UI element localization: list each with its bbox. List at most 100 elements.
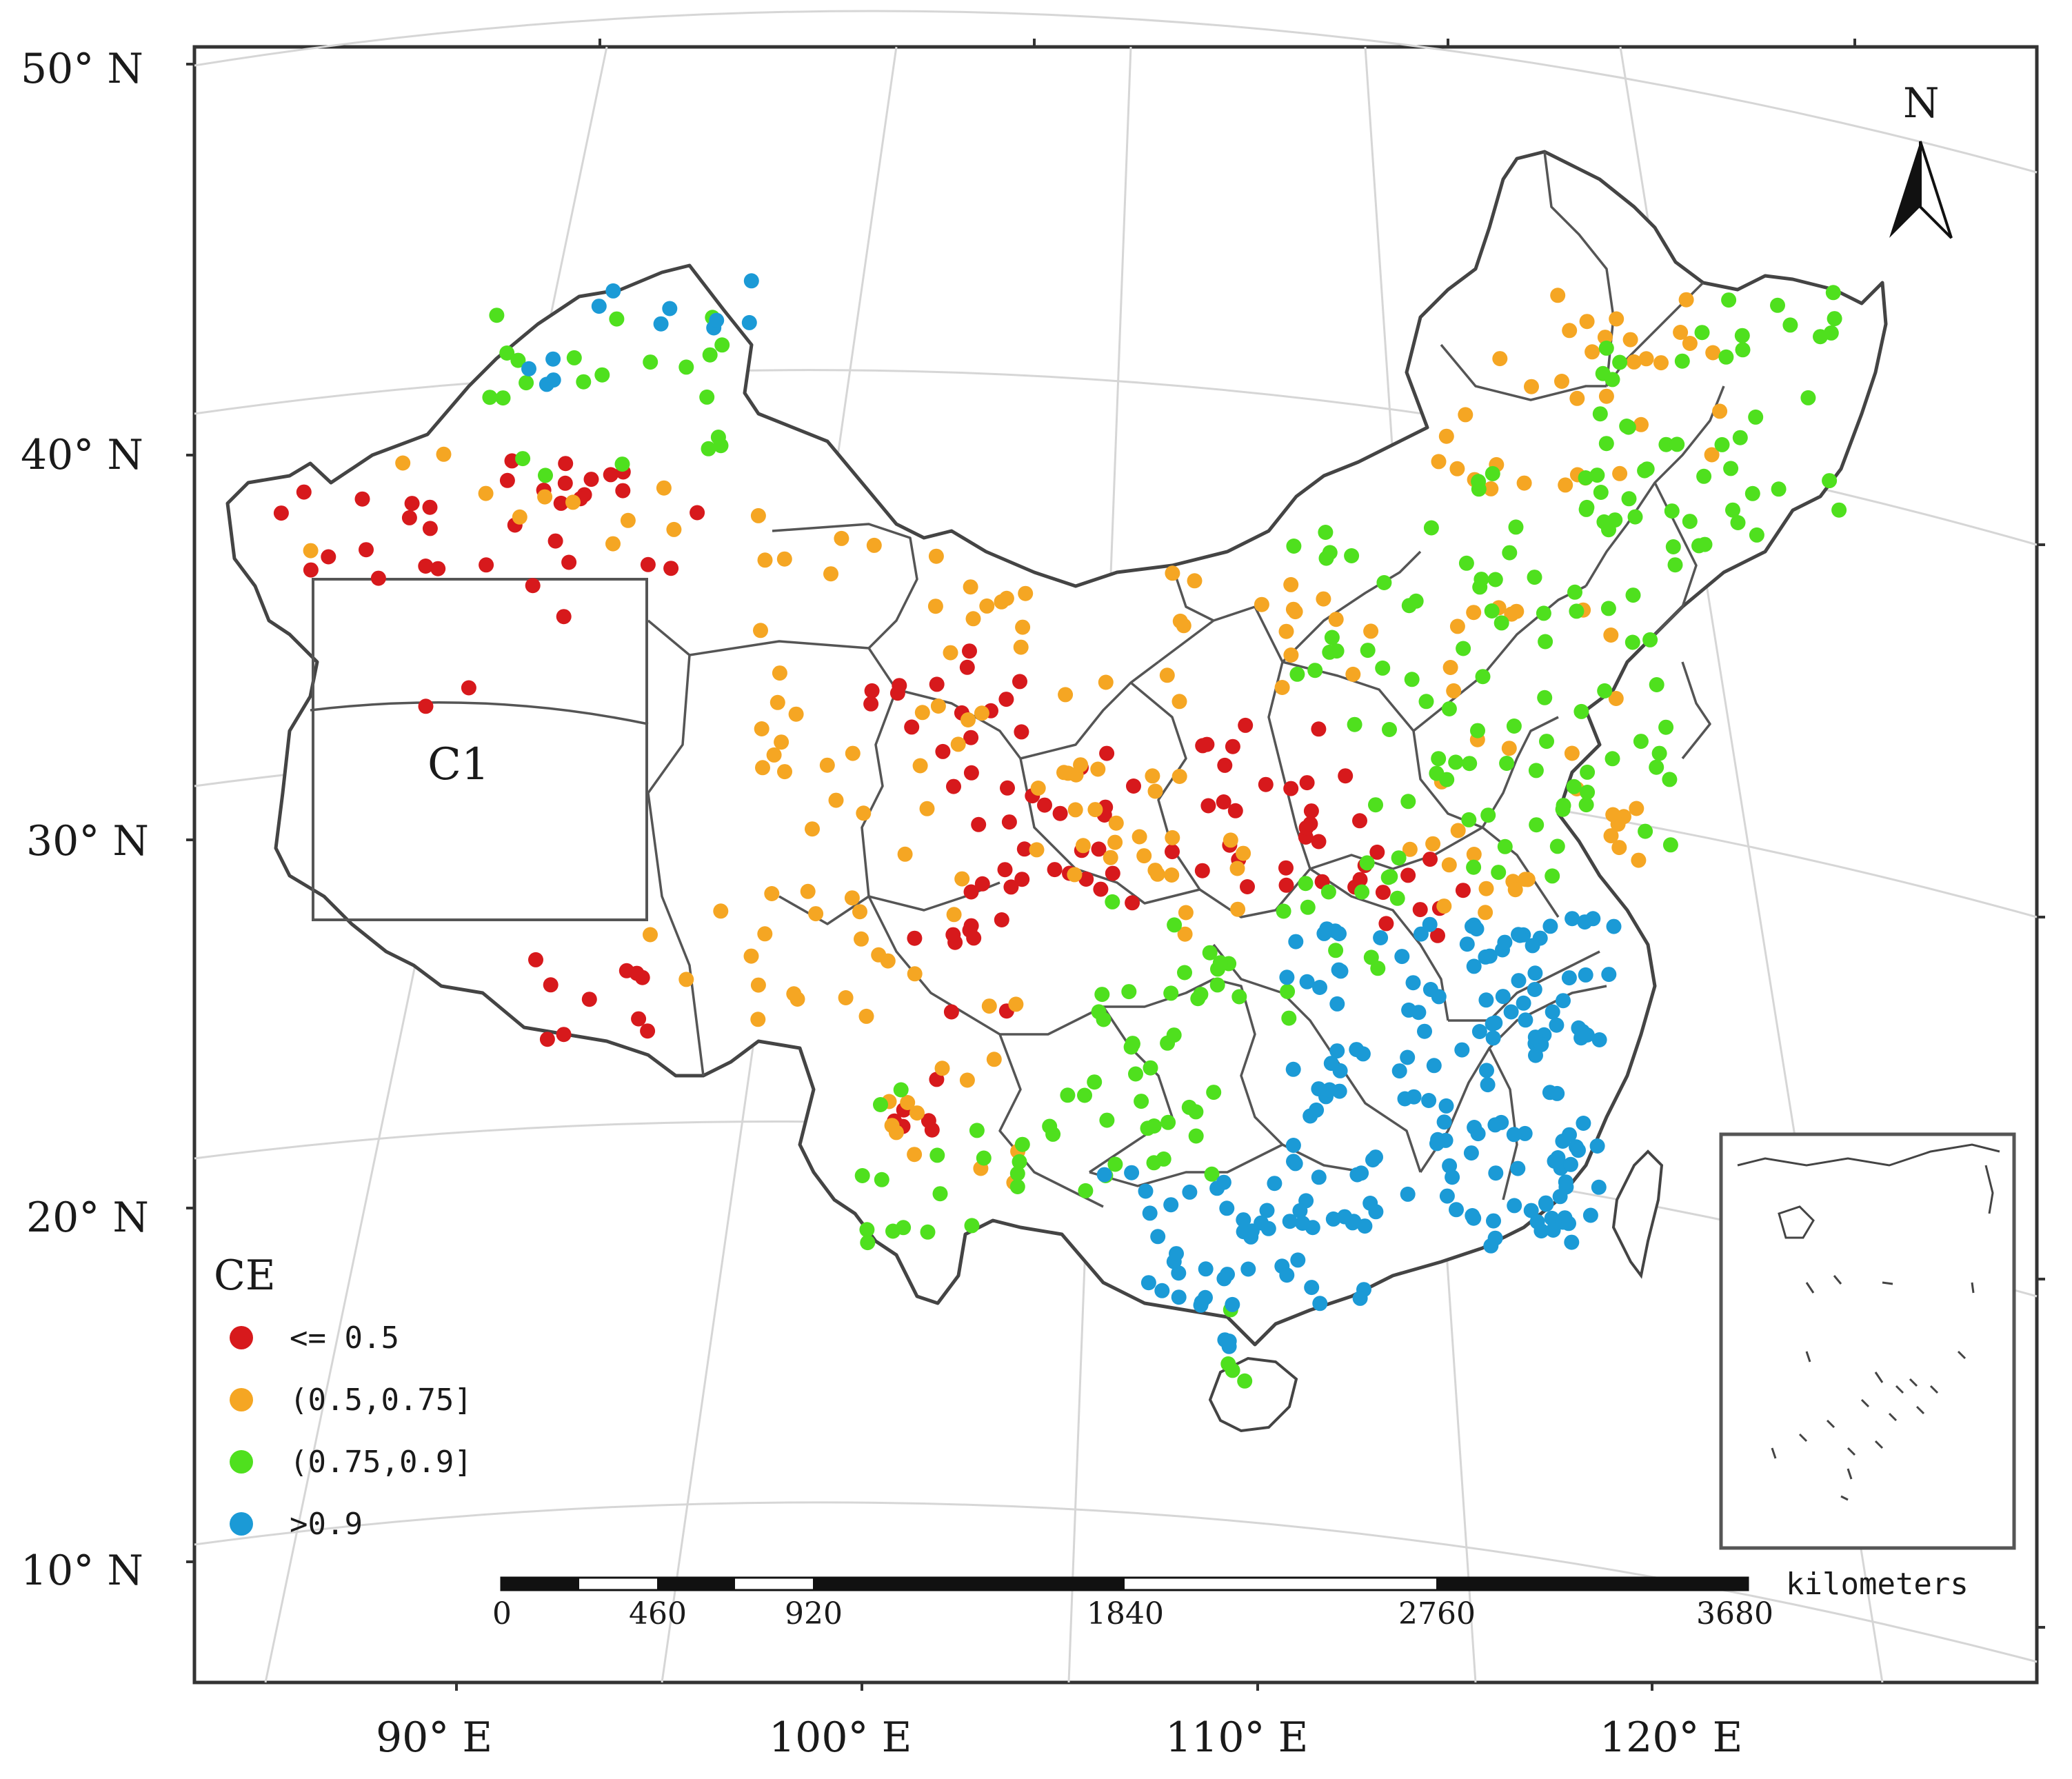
- station-point-663: [1454, 1042, 1470, 1058]
- station-point-480: [1094, 987, 1110, 1003]
- station-point-502: [1099, 1112, 1115, 1128]
- station-point-345: [1831, 502, 1847, 518]
- station-point-250: [1509, 603, 1525, 619]
- station-point-528: [1370, 961, 1386, 976]
- station-point-515: [1009, 1179, 1025, 1194]
- station-point-293: [838, 990, 854, 1005]
- station-point-455: [1470, 723, 1485, 738]
- station-point-714: [1442, 1158, 1458, 1174]
- station-point-69: [1016, 841, 1032, 857]
- station-point-679: [1485, 1030, 1501, 1046]
- lat-label-30: 30° N: [26, 817, 149, 865]
- station-point-736: [1142, 1205, 1158, 1221]
- station-point-200: [950, 736, 966, 752]
- station-point-388: [1593, 485, 1609, 500]
- station-point-622: [1527, 982, 1542, 997]
- station-point-713: [1429, 1136, 1445, 1152]
- station-point-717: [1561, 1216, 1576, 1232]
- station-point-658: [1311, 1081, 1327, 1097]
- station-point-348: [1771, 481, 1787, 497]
- station-point-678: [1309, 1102, 1325, 1118]
- station-point-790: [1516, 995, 1531, 1011]
- station-point-519: [969, 1123, 985, 1138]
- station-point-380: [1725, 502, 1740, 518]
- station-point-447: [1529, 817, 1545, 833]
- station-point-142: [436, 446, 452, 462]
- station-point-269: [1438, 428, 1454, 444]
- station-point-195: [828, 792, 844, 808]
- station-point-328: [1223, 832, 1238, 848]
- station-point-308: [1507, 882, 1523, 898]
- station-point-632: [1480, 1077, 1496, 1093]
- station-point-535: [1320, 884, 1336, 900]
- station-point-694: [1449, 1202, 1464, 1218]
- station-point-151: [512, 509, 527, 525]
- station-point-469: [1096, 1012, 1112, 1027]
- scale-tick-0: 0: [492, 1596, 512, 1631]
- station-point-108: [1003, 879, 1019, 895]
- station-point-283: [1598, 388, 1614, 404]
- lon-label-120: 120° E: [1600, 1713, 1742, 1762]
- station-point-254: [1558, 477, 1573, 493]
- station-point-66: [1099, 745, 1115, 761]
- station-point-9: [640, 556, 656, 572]
- station-point-776: [591, 299, 607, 314]
- station-point-549: [1638, 823, 1653, 839]
- station-point-118: [1400, 867, 1416, 883]
- station-point-364: [1674, 353, 1690, 369]
- station-point-49: [963, 730, 979, 745]
- station-point-89: [1278, 877, 1294, 893]
- station-point-188: [919, 801, 935, 816]
- station-point-456: [1462, 756, 1478, 772]
- station-point-165: [927, 599, 943, 614]
- station-point-260: [1562, 323, 1578, 339]
- station-point-526: [1300, 899, 1316, 915]
- station-point-220: [1171, 694, 1187, 710]
- station-point-201: [766, 747, 782, 763]
- station-point-133: [581, 992, 597, 1007]
- station-point-114: [921, 1113, 936, 1129]
- frame-ticks: [186, 39, 2045, 1691]
- station-point-584: [1503, 1004, 1519, 1020]
- station-point-139: [1422, 852, 1438, 867]
- station-point-175: [930, 698, 946, 714]
- station-point-415: [1360, 643, 1376, 659]
- station-point-662: [1485, 1016, 1500, 1032]
- station-point-105: [994, 912, 1009, 927]
- station-point-92: [1227, 803, 1243, 818]
- station-point-53: [1047, 862, 1063, 878]
- taiwan-island: [1611, 1149, 1664, 1279]
- station-point-339: [1611, 840, 1627, 856]
- station-point-594: [1518, 1012, 1533, 1028]
- station-point-157: [834, 530, 849, 546]
- legend-swatch-2: [230, 1388, 253, 1411]
- station-point-52: [963, 765, 979, 781]
- station-point-666: [1394, 949, 1410, 965]
- station-point-759: [1150, 1229, 1166, 1245]
- station-point-39: [962, 643, 977, 659]
- station-point-766: [1225, 1296, 1240, 1312]
- station-point-525: [854, 1168, 870, 1183]
- station-point-131: [528, 952, 543, 967]
- station-point-359: [1718, 349, 1734, 365]
- station-point-673: [1299, 974, 1315, 989]
- station-point-206: [1090, 761, 1106, 777]
- station-point-623: [1547, 1154, 1562, 1169]
- station-point-183: [774, 734, 789, 750]
- station-point-173: [946, 907, 962, 923]
- station-point-13: [663, 561, 679, 576]
- station-point-444: [1359, 855, 1375, 871]
- station-point-509: [893, 1082, 909, 1098]
- station-point-255: [1516, 475, 1532, 491]
- station-point-448: [1431, 751, 1447, 767]
- station-point-459: [1491, 865, 1507, 881]
- station-point-440: [1499, 756, 1515, 771]
- station-point-723: [1312, 1296, 1328, 1311]
- lat-label-40: 40° N: [21, 431, 143, 479]
- station-point-400: [1682, 514, 1698, 530]
- station-point-176: [757, 926, 773, 942]
- station-point-83: [1299, 775, 1315, 791]
- station-point-140: [1455, 883, 1471, 898]
- station-point-299: [786, 986, 802, 1002]
- station-point-222: [1056, 765, 1072, 781]
